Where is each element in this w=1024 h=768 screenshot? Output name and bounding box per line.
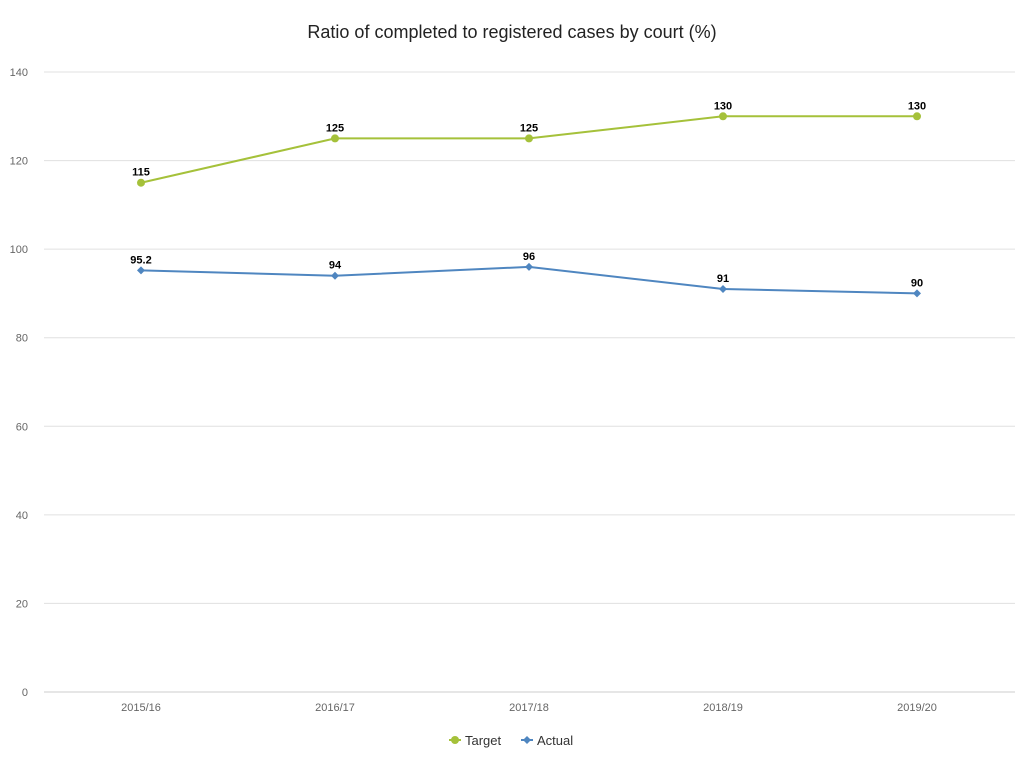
data-label: 90 [911,277,923,289]
x-tick-label: 2017/18 [509,702,549,714]
legend-marker-circle [451,736,459,744]
data-label: 91 [717,273,729,285]
legend-marker-diamond [523,736,531,744]
series [137,112,921,298]
data-label: 130 [714,100,732,112]
data-label: 115 [132,167,150,179]
data-labels: 115 125 125 130 130 95.2 94 96 91 90 [130,100,926,289]
x-tick-label: 2015/16 [121,702,161,714]
grid [44,71,1015,693]
legend-item-actual[interactable]: Actual [521,733,573,748]
chart-title: Ratio of completed to registered cases b… [307,22,716,42]
data-label: 125 [326,122,344,134]
y-tick-label: 60 [16,421,28,433]
data-point-target[interactable] [719,112,727,121]
data-point-target[interactable] [525,134,533,143]
data-point-target[interactable] [137,178,145,187]
y-axis-ticks: 0 20 40 60 80 100 120 140 [10,67,28,699]
data-label: 96 [523,251,535,263]
y-tick-label: 140 [10,67,28,79]
y-tick-label: 120 [10,156,28,168]
x-tick-label: 2016/17 [315,702,355,714]
y-tick-label: 0 [22,687,28,699]
data-label: 95.2 [130,254,151,266]
data-label: 130 [908,100,926,112]
data-point-actual[interactable] [525,262,533,271]
x-tick-label: 2018/19 [703,702,743,714]
data-label: 125 [520,122,538,134]
data-point-actual[interactable] [913,289,921,298]
legend-label: Actual [537,733,573,748]
legend: Target Actual [449,733,573,748]
data-label: 94 [329,260,342,272]
y-tick-label: 80 [16,333,28,345]
data-point-actual[interactable] [137,266,145,275]
y-tick-label: 40 [16,510,28,522]
legend-item-target[interactable]: Target [449,733,502,748]
data-point-actual[interactable] [331,271,339,280]
y-tick-label: 100 [10,244,28,256]
legend-label: Target [465,733,502,748]
x-tick-label: 2019/20 [897,702,937,714]
x-axis-ticks: 2015/16 2016/17 2017/18 2018/19 2019/20 [121,702,937,714]
data-point-target[interactable] [331,134,339,143]
y-tick-label: 20 [16,598,28,610]
data-point-target[interactable] [913,112,921,121]
data-point-actual[interactable] [719,285,727,293]
